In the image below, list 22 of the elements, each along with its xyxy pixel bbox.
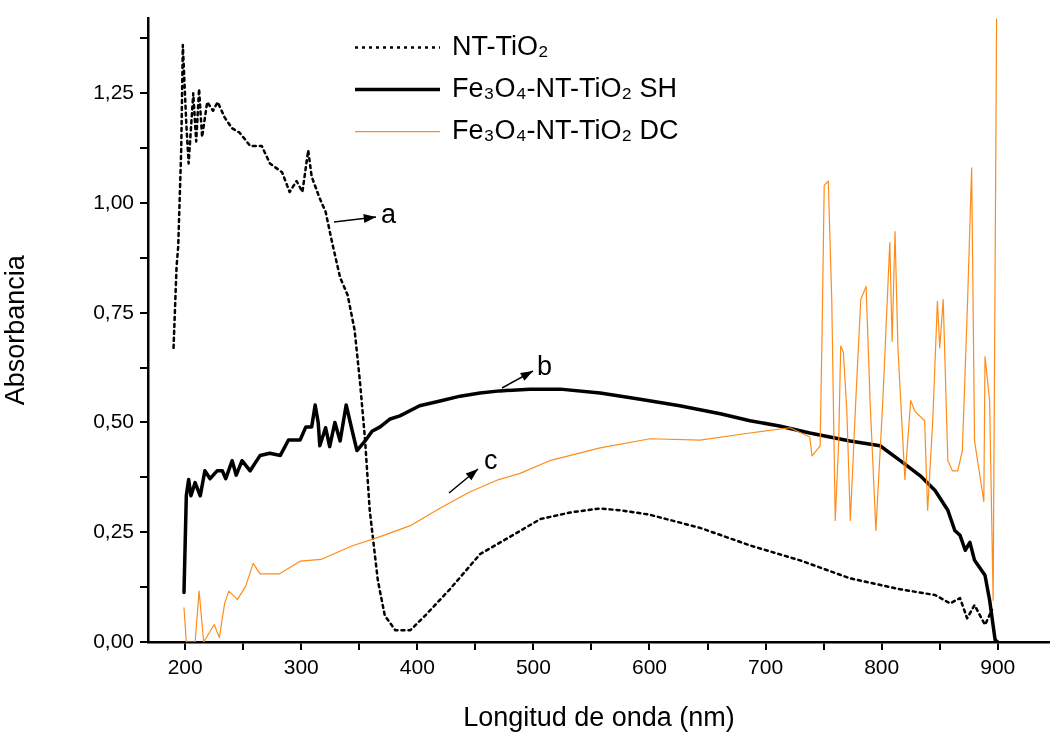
x-tick-label: 700 bbox=[748, 655, 784, 679]
x-tick-label: 600 bbox=[631, 655, 668, 679]
y-tick-label: 0,75 bbox=[93, 299, 134, 323]
legend-label: Fe₃O₄-NT-TiO₂ SH bbox=[452, 73, 677, 104]
annotation: a bbox=[381, 199, 397, 230]
x-tick-label: 300 bbox=[283, 655, 319, 679]
y-tick-label: 0,50 bbox=[93, 409, 134, 433]
annotation: c bbox=[484, 445, 498, 476]
legend-label: NT-TiO₂ bbox=[452, 31, 549, 62]
y-tick-label: 0,00 bbox=[93, 628, 134, 652]
y-tick-label: 1,00 bbox=[93, 189, 134, 213]
x-tick-label: 200 bbox=[167, 655, 203, 679]
x-tick-label: 400 bbox=[399, 655, 435, 679]
y-axis-title: Absorbancia bbox=[0, 254, 30, 406]
x-axis-title: Longitud de onda (nm) bbox=[463, 702, 735, 733]
legend-label: Fe₃O₄-NT-TiO₂ DC bbox=[452, 115, 679, 146]
x-tick-label: 900 bbox=[980, 655, 1016, 679]
x-tick-label: 800 bbox=[864, 655, 900, 679]
y-tick-label: 0,25 bbox=[93, 519, 134, 543]
y-tick-label: 1,25 bbox=[93, 80, 134, 104]
x-tick-label: 500 bbox=[515, 655, 551, 679]
annotation: b bbox=[537, 351, 553, 382]
